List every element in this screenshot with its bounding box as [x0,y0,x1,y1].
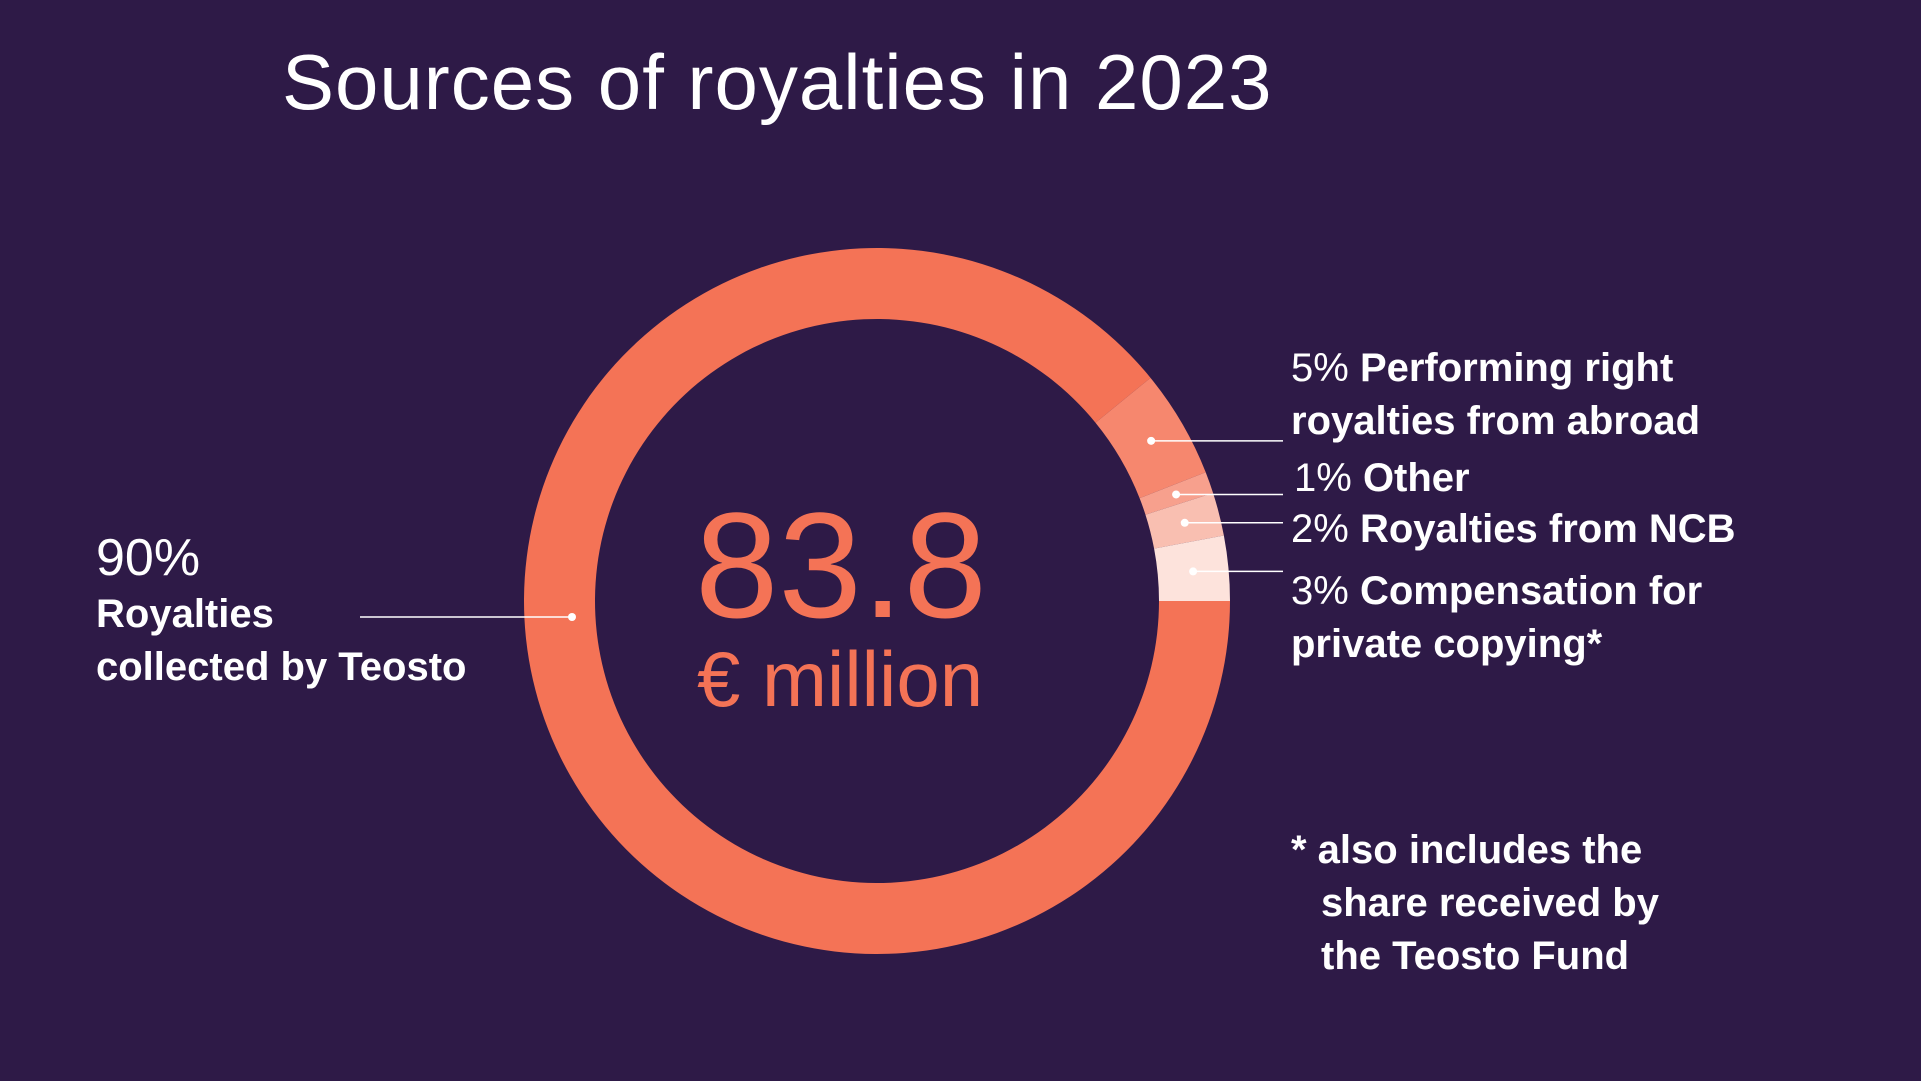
label-royalties-abroad: 5% Performing right royalties from abroa… [1291,342,1851,448]
label-percent: 3% [1291,569,1349,613]
label-name-line2: private copying* [1291,622,1603,666]
leader-lines [360,436,1283,621]
footnote: * also includes the share received by th… [1291,824,1659,983]
label-percent: 1% [1294,456,1352,500]
footnote-line1: * also includes the [1291,828,1643,872]
label-other: 1% Other [1294,452,1470,505]
total-value: 83.8 [695,481,987,649]
label-percent: 5% [1291,346,1349,390]
footnote-line2: share received by [1321,881,1659,925]
label-name-line2: collected by Teosto [96,645,467,689]
label-percent: 90% [96,529,201,587]
label-name-line1: Royalties [96,592,274,636]
page-title: Sources of royalties in 2023 [282,38,1273,126]
label-percent: 2% [1291,507,1349,551]
label-name-line1: Other [1362,456,1470,500]
label-royalties-teosto: 90% Royalties collected by Teosto [96,528,466,694]
label-name-line1: Royalties from NCB [1359,507,1736,551]
label-name-line2: royalties from abroad [1291,399,1701,443]
label-name-line1: Compensation for [1359,569,1703,613]
label-royalties-ncb: 2% Royalties from NCB [1291,503,1736,556]
label-private-copying: 3% Compensation for private copying* [1291,565,1851,671]
footnote-line3: the Teosto Fund [1321,934,1630,978]
label-name-line1: Performing right [1359,346,1674,390]
total-unit: € million [697,635,984,723]
